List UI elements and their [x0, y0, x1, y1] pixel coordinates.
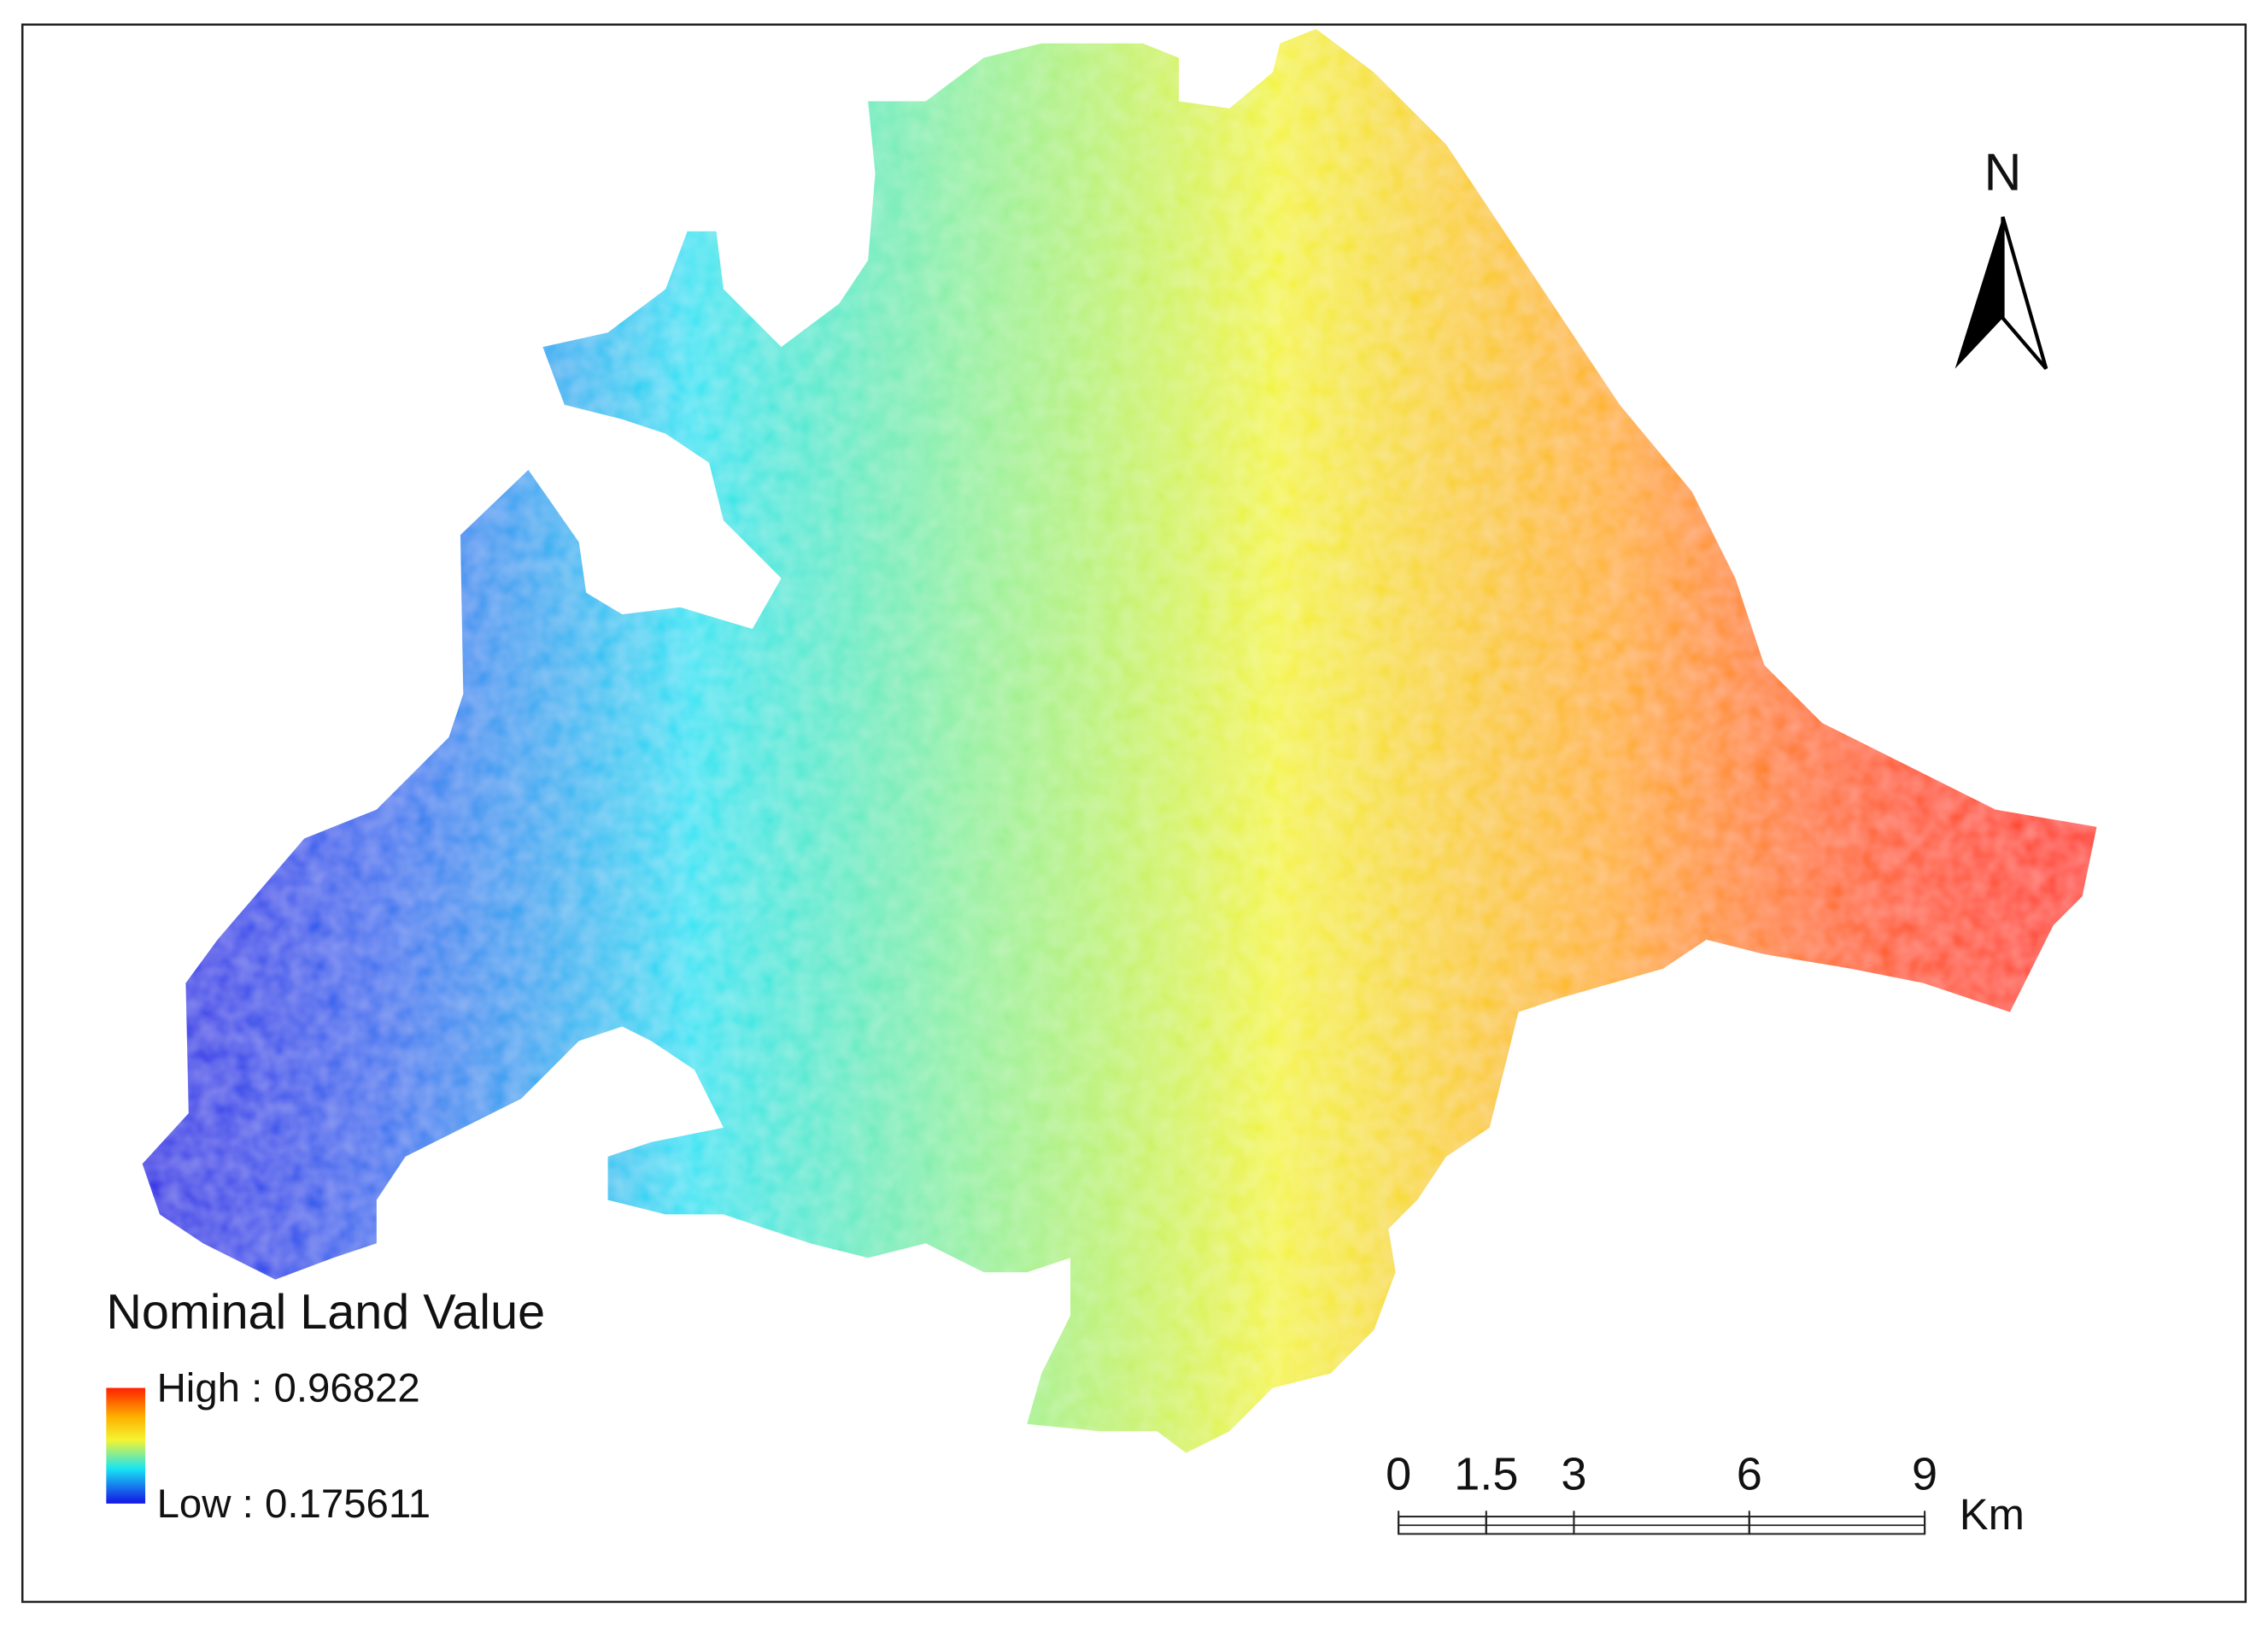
- scale-tick-label: 9: [1912, 1449, 1937, 1500]
- scale-tick-label: 3: [1561, 1449, 1586, 1500]
- scale-tick-label: 1.5: [1454, 1449, 1518, 1500]
- legend-low: Low : 0.175611: [157, 1481, 431, 1527]
- north-arrow-right: [2001, 216, 2048, 370]
- scale-unit: Km: [1960, 1490, 2025, 1539]
- legend-high: High : 0.96822: [157, 1365, 420, 1411]
- region: [142, 28, 2097, 1453]
- north-label: N: [1984, 144, 2021, 202]
- scale-tick-label: 0: [1386, 1449, 1411, 1500]
- legend-color-bar: [106, 1387, 146, 1504]
- scale-bar: 0 1.5 3 6 9 Km: [1386, 1449, 2025, 1539]
- legend-title: Nominal Land Value: [106, 1285, 545, 1340]
- scale-tick-label: 6: [1737, 1449, 1762, 1500]
